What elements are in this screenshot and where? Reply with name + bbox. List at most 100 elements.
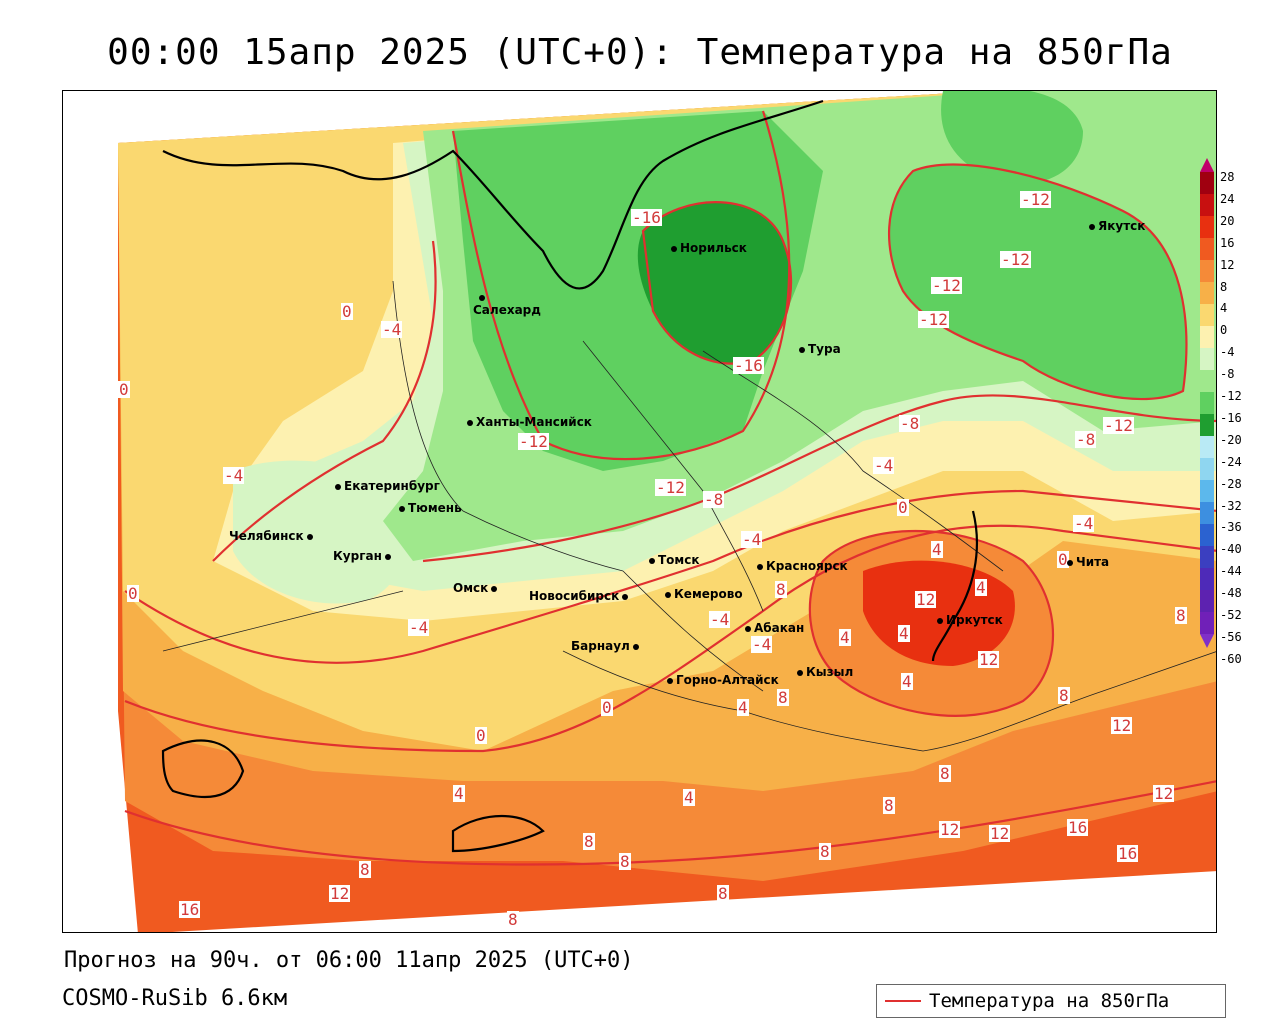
colorbar-segment [1200,392,1214,414]
colorbar-segment [1200,172,1214,194]
colorbar-tick-label: 16 [1220,235,1235,250]
city-ekaterinburg: Екатеринбург [335,479,440,493]
city-dot [1067,559,1073,566]
city-salekhard [479,290,488,304]
city-tomsk: Томск [649,553,700,567]
colorbar-segment [1200,568,1214,590]
colorbar-tick-label: -32 [1220,498,1242,513]
city-dot [622,593,629,600]
contour-label: 0 [897,498,909,517]
contour-label: 16 [1067,818,1089,837]
city-dot [649,557,655,564]
contour-label: 0 [1057,550,1069,569]
contour-label: -4 [1073,514,1095,533]
colorbar-tick-label: -28 [1220,476,1242,491]
colorbar-segment [1200,414,1214,436]
contour-label: 0 [601,698,613,717]
city-dot [1089,223,1095,230]
city-label: Челябинск [229,529,304,543]
contour-label: 16 [179,900,201,919]
city-label: Екатеринбург [344,479,440,493]
city-dot [799,346,805,353]
city-gorno-altaysk: Горно-Алтайск [667,673,779,687]
city-kemerovo: Кемерово [665,587,743,601]
city-label: Ханты-Мансийск [476,415,592,429]
contour-label: -4 [408,618,430,637]
city-chelyabinsk: Челябинск [229,529,316,543]
colorbar-tick-label: -8 [1220,367,1235,382]
contour-label: 4 [898,624,910,643]
colorbar-tick-label: -16 [1220,410,1242,425]
legend: Температура на 850гПа [876,984,1226,1018]
colorbar-tick-label: -44 [1220,564,1242,579]
city-dot [667,677,673,684]
colorbar-segment [1200,458,1214,480]
contour-label: 0 [118,380,130,399]
colorbar-tick-label: 24 [1220,191,1235,206]
colorbar-svg [1200,158,1214,648]
contour-label: -12 [931,276,962,295]
colorbar-tick-label: 20 [1220,213,1235,228]
contour-label: -4 [741,530,763,549]
legend-line-swatch [885,1000,921,1002]
colorbar-tick-label: -12 [1220,389,1242,403]
colorbar-tick-label: -56 [1220,629,1242,644]
colorbar-tick-label: 12 [1220,257,1235,272]
city-tura: Тура [799,342,841,356]
city-label: Новосибирск [529,589,620,603]
colorbar-bottom-arrow [1200,634,1214,648]
contour-label: 12 [978,650,1000,669]
city-label: Чита [1076,555,1110,569]
colorbar-segment [1200,546,1214,568]
contour-label: 12 [1153,784,1175,803]
colorbar-tick-label: 8 [1220,279,1228,294]
colorbar-tick-label: 28 [1220,170,1235,184]
contour-label: 4 [683,788,695,807]
contour-label: 0 [127,584,139,603]
city-label: Якутск [1098,219,1146,233]
contour-label: 8 [507,910,519,929]
contour-label: -4 [709,610,731,629]
city-krasnoyarsk: Красноярск [757,559,848,573]
city-dot [632,643,639,650]
colorbar-segment [1200,502,1214,524]
contour-label: 4 [975,578,987,597]
city-label: Тюмень [408,501,462,515]
city-norilsk: Норильск [671,241,747,255]
contour-label: 12 [989,824,1011,843]
colorbar-segment [1200,590,1214,612]
city-dot [384,553,391,560]
colorbar-tick-label: -36 [1220,520,1242,535]
contour-label: -12 [918,310,949,329]
colorbar-segment [1200,348,1214,370]
contour-label: 4 [901,672,913,691]
map-area[interactable]: -16 -12 -12 -12 -12 -16 -8 -8 -12 -4 -12… [62,90,1217,933]
colorbar-tick-label: 0 [1220,323,1228,338]
city-label: Норильск [680,241,747,255]
contour-label: 8 [619,852,631,871]
city-omsk: Омск [453,581,500,595]
city-label: Горно-Алтайск [676,673,779,687]
contour-label: 8 [1058,686,1070,705]
contour-label: 12 [915,590,937,609]
city-novosibirsk: Новосибирск [529,589,631,603]
colorbar-segment [1200,524,1214,546]
city-kurgan: Курган [333,549,394,563]
city-salekhard-label: Салехард [473,303,541,317]
contour-label: -8 [899,414,921,433]
colorbar-segment [1200,370,1214,392]
legend-label: Температура на 850гПа [929,990,1170,1012]
contour-label: -4 [381,320,403,339]
contour-label: -4 [751,635,773,654]
contour-label: 12 [939,820,961,839]
colorbar [1200,158,1214,694]
city-yakutsk: Якутск [1089,219,1145,233]
contour-label: -12 [1000,250,1031,269]
colorbar-tick-label: -40 [1220,542,1242,557]
city-label: Кемерово [674,587,743,601]
contour-label: -12 [518,432,549,451]
colorbar-segment [1200,216,1214,238]
colorbar-tick-label: -4 [1220,345,1235,360]
contour-label: -12 [655,478,686,497]
contour-label: 8 [717,884,729,903]
